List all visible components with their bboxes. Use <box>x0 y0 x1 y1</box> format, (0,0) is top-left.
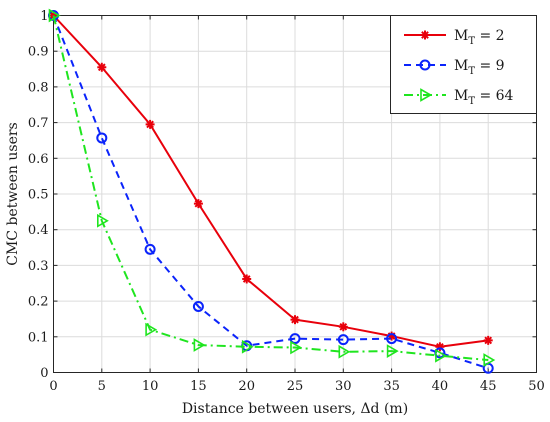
y-tick-label: 0.4 <box>28 223 49 238</box>
x-axis-label: Distance between users, Δd (m) <box>182 401 408 417</box>
x-tick-label: 35 <box>383 379 400 394</box>
series-point <box>435 348 447 363</box>
y-tick-label: 0.7 <box>28 116 49 131</box>
series-point <box>338 322 348 332</box>
series-point <box>338 344 351 359</box>
series-line <box>52 15 489 370</box>
y-tick-label: 0.6 <box>28 152 49 167</box>
series-line <box>52 15 489 362</box>
legend-label: MT = 64 <box>454 88 514 107</box>
legend-swatch-marker <box>419 59 431 71</box>
series-point <box>96 132 108 144</box>
series-point <box>290 315 300 325</box>
series-point <box>483 353 496 367</box>
x-tick-label: 40 <box>432 379 449 394</box>
legend-label-rest: = 64 <box>475 88 514 104</box>
x-tick-label: 15 <box>190 379 207 394</box>
y-tick-label: 0.8 <box>28 80 49 95</box>
legend-swatch-marker <box>420 88 433 102</box>
series-point <box>242 274 252 284</box>
legend: MT = 2MT = 9MT = 64 <box>390 15 537 114</box>
legend-swatch-marker <box>420 30 430 40</box>
legend-label-main: M <box>454 28 468 44</box>
series-point <box>145 322 158 337</box>
series-point <box>386 333 398 345</box>
series-line <box>52 14 489 348</box>
legend-label-main: M <box>454 88 468 104</box>
x-tick-label: 30 <box>335 379 352 394</box>
legend-box <box>390 15 537 114</box>
legend-label-rest: = 9 <box>475 58 505 74</box>
x-tick-label: 0 <box>49 379 57 394</box>
series-2 <box>48 8 496 367</box>
y-tick-label: 0.5 <box>28 188 49 203</box>
legend-item: MT = 2 <box>404 28 505 47</box>
series-point <box>144 243 156 255</box>
legend-label: MT = 9 <box>454 58 505 77</box>
series-point <box>97 213 109 228</box>
y-tick-label: 0.3 <box>28 259 49 274</box>
series-point <box>337 334 349 346</box>
y-axis-label: CMC between users <box>5 122 21 265</box>
series-point <box>241 339 254 354</box>
legend-label-sub: T <box>468 96 475 107</box>
series-point <box>289 333 301 345</box>
series-point <box>192 300 204 312</box>
x-tick-label: 45 <box>480 379 497 394</box>
series-point <box>48 8 61 23</box>
y-tick-label: 1 <box>40 9 48 24</box>
y-axis-ticks: 0 0.1 0.2 0.3 0.4 0.5 0.6 0.7 0.8 0.9 1 <box>28 9 537 381</box>
legend-item: MT = 64 <box>404 88 514 107</box>
x-tick-label: 10 <box>142 379 159 394</box>
y-tick-label: 0.2 <box>28 295 49 310</box>
series-point <box>290 340 303 355</box>
legend-item: MT = 9 <box>404 58 505 77</box>
legend-label-rest: = 2 <box>475 28 505 44</box>
y-tick-label: 0.9 <box>28 45 49 60</box>
series-point <box>97 62 107 72</box>
series-point <box>386 344 399 358</box>
legend-label: MT = 2 <box>454 28 505 47</box>
series-point <box>145 119 155 129</box>
x-tick-label: 25 <box>287 379 304 394</box>
legend-label-sub: T <box>468 66 475 77</box>
x-tick-label: 20 <box>238 379 255 394</box>
y-tick-label: 0 <box>40 366 48 381</box>
x-tick-label: 50 <box>528 379 545 394</box>
legend-label-main: M <box>454 58 468 74</box>
legend-label-sub: T <box>468 36 475 47</box>
series-point <box>193 199 203 209</box>
series-layer <box>48 8 496 374</box>
x-axis-ticks: 0 5 10 15 20 25 30 35 40 45 50 <box>49 15 545 394</box>
series-point <box>193 338 206 352</box>
x-tick-label: 5 <box>98 379 106 394</box>
series-point <box>483 335 493 345</box>
y-tick-label: 0.1 <box>28 330 49 345</box>
